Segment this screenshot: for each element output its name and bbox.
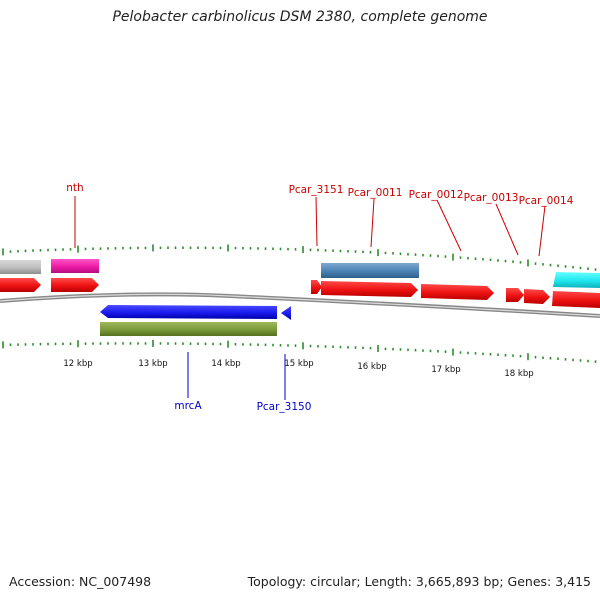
label-Pcar_3150: Pcar_3150 bbox=[257, 401, 312, 413]
label-Pcar_0012: Pcar_0012 bbox=[409, 189, 464, 201]
label-nth: nth bbox=[66, 182, 83, 194]
cds-Pcar_0011[interactable] bbox=[321, 281, 418, 297]
scale-label-13kbp: 13 kbp bbox=[138, 359, 167, 369]
gene-nth[interactable] bbox=[51, 259, 99, 273]
label-callouts bbox=[74, 196, 546, 400]
label-mrcA: mrcA bbox=[174, 400, 202, 412]
cds-forward-1[interactable] bbox=[0, 278, 41, 292]
map-title: Pelobacter carbinolicus DSM 2380, comple… bbox=[112, 9, 488, 25]
feature-cyan[interactable] bbox=[553, 272, 600, 288]
label-Pcar_0014: Pcar_0014 bbox=[519, 195, 574, 207]
label-Pcar_0013: Pcar_0013 bbox=[464, 192, 519, 204]
cds-Pcar_3151[interactable] bbox=[311, 280, 322, 294]
scale-label-14kbp: 14 kbp bbox=[211, 359, 240, 369]
cds-forward-right[interactable] bbox=[552, 291, 600, 308]
scale-label-16kbp: 16 kbp bbox=[357, 362, 386, 372]
label-Pcar_0011: Pcar_0011 bbox=[348, 187, 403, 199]
cds-Pcar_0014[interactable] bbox=[524, 289, 550, 304]
gene-Pcar_3150[interactable] bbox=[281, 306, 291, 320]
gene-Pcar_3151[interactable] bbox=[321, 263, 419, 278]
feature-gray[interactable] bbox=[0, 260, 41, 274]
gene-mrcA[interactable] bbox=[100, 305, 277, 319]
tick-row-bottom bbox=[2, 339, 597, 363]
scale-label-18kbp: 18 kbp bbox=[504, 369, 533, 379]
cds-Pcar_0013[interactable] bbox=[506, 288, 524, 302]
label-Pcar_3151: Pcar_3151 bbox=[289, 184, 344, 196]
scale-label-17kbp: 17 kbp bbox=[431, 365, 460, 375]
genome-backbone-highlight bbox=[0, 293, 600, 317]
cds-nth[interactable] bbox=[51, 278, 99, 292]
tick-row-top bbox=[2, 244, 597, 271]
cds-Pcar_0012[interactable] bbox=[421, 284, 494, 300]
cds-mrcA-block[interactable] bbox=[100, 322, 277, 336]
accession-text: Accession: NC_007498 bbox=[9, 574, 152, 589]
scale-label-15kbp: 15 kbp bbox=[284, 359, 313, 369]
scale-label-12kbp: 12 kbp bbox=[63, 359, 92, 369]
topology-text: Topology: circular; Length: 3,665,893 bp… bbox=[247, 574, 591, 589]
